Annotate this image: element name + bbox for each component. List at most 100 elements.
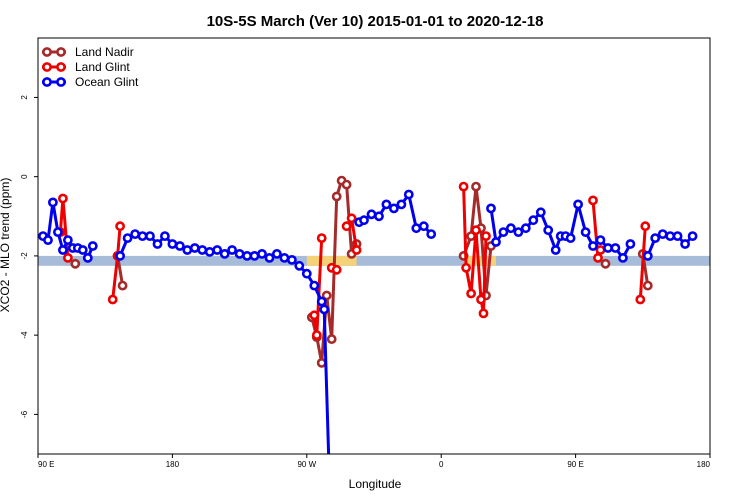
series-2-point: [403, 189, 414, 200]
plot-marks: [38, 175, 710, 454]
series-2-point: [137, 231, 148, 241]
legend-marker-1: [56, 62, 66, 72]
series-2-point: [182, 245, 193, 255]
series-2-point: [505, 223, 516, 234]
series-2-point: [264, 252, 275, 263]
series-0-point: [321, 290, 332, 301]
series-2-point: [219, 248, 230, 259]
series-2-point: [418, 221, 429, 232]
series-0-point: [316, 357, 327, 368]
series-2-point: [130, 229, 140, 239]
series-1-point: [107, 294, 118, 305]
series-1-point: [341, 221, 352, 232]
series-2-point: [316, 296, 327, 307]
series-2-point: [543, 225, 554, 236]
series-2-point: [388, 203, 399, 214]
y-tick-label-4: -6: [20, 410, 29, 418]
series-1-point: [351, 245, 362, 255]
series-2-point: [189, 243, 200, 253]
series-2-point: [145, 231, 155, 241]
series-2-point: [174, 241, 185, 251]
legend-marker-0: [56, 47, 66, 57]
series-2-point: [650, 233, 661, 243]
series-1-point: [309, 310, 320, 321]
series-2-point: [167, 239, 178, 249]
series-1-point: [466, 288, 476, 299]
series-1-point: [635, 294, 646, 305]
series-2-point: [48, 197, 58, 208]
series-0-point: [70, 258, 81, 269]
series-0-point: [117, 280, 128, 291]
series-1-point: [331, 264, 342, 275]
x-tick-label-5: 180: [697, 460, 711, 469]
legend-marker-2: [42, 77, 52, 87]
series-2-point: [227, 245, 237, 255]
series-2-point: [271, 248, 282, 259]
series-1-point: [316, 233, 327, 243]
series-2-point: [359, 215, 369, 226]
x-tick-label-3: 0: [439, 460, 444, 469]
series-2-point: [204, 246, 215, 257]
x-tick-label-4: 90 E: [567, 460, 583, 469]
series-2-point: [426, 229, 437, 239]
series-2-point: [294, 260, 305, 271]
y-tick-label-1: 0: [20, 174, 29, 179]
series-2-point: [53, 227, 63, 237]
highlight-span-1: [466, 255, 496, 266]
series-1-point: [461, 262, 471, 273]
series-1-point: [63, 252, 73, 263]
series-2-point: [411, 223, 422, 234]
series-2-point: [58, 245, 68, 255]
x-tick-label-0: 90 E: [38, 460, 54, 469]
y-axis-label: XCO2 - MLO trend (ppm): [0, 178, 12, 313]
series-2-point: [520, 223, 531, 234]
series-1: [55, 181, 651, 340]
series-2-point: [159, 231, 170, 241]
series-2-point: [486, 203, 496, 214]
series-1-point: [458, 181, 469, 192]
legend-label-1: Land Glint: [75, 60, 130, 74]
series-2-point: [319, 304, 330, 315]
series-2-point: [565, 233, 576, 243]
series-2-point: [381, 199, 392, 210]
series-2-point: [642, 250, 653, 261]
series-1-point: [595, 245, 606, 255]
legend-item-1: Land Glint: [42, 60, 130, 74]
series-1-point: [58, 193, 68, 204]
series-2-point: [374, 211, 384, 222]
series-2-point: [498, 227, 509, 237]
series-2-point: [234, 248, 245, 259]
series-2-point: [257, 248, 267, 259]
series-2-point: [513, 227, 524, 237]
series-1-point: [588, 195, 598, 206]
series-1-point: [481, 231, 491, 241]
legend-marker-0: [42, 47, 52, 57]
series-2-point: [657, 229, 668, 239]
series-2-point: [286, 254, 297, 265]
plot-frame: [37, 37, 711, 455]
series-2-point: [528, 215, 539, 226]
plot-area: [38, 175, 710, 454]
series-2-point: [309, 280, 320, 291]
series-1-point: [471, 225, 481, 236]
series-1-point: [476, 294, 486, 305]
axes: 90 E 180 90 W 0 90 E 180 2 0 -2 -4 -6: [20, 95, 711, 469]
series-2-point: [680, 239, 690, 249]
legend-label-0: Land Nadir: [75, 45, 134, 59]
series-2-point: [535, 207, 546, 218]
series-2-point: [63, 235, 73, 245]
series-2-point: [588, 241, 598, 251]
series-2-point: [625, 239, 636, 249]
series-2-point: [115, 250, 125, 261]
x-tick-label-1: 180: [166, 460, 180, 469]
series-0: [70, 175, 653, 368]
series-2-point: [610, 243, 621, 253]
y-tick-label-0: 2: [20, 95, 29, 100]
series-0-point: [341, 179, 352, 190]
series-2-point: [396, 199, 407, 210]
series-2-point: [249, 250, 260, 261]
series-2-point: [87, 241, 98, 251]
series-2-point: [43, 235, 53, 245]
series-1-point: [478, 308, 489, 319]
series-2-point: [687, 231, 698, 241]
